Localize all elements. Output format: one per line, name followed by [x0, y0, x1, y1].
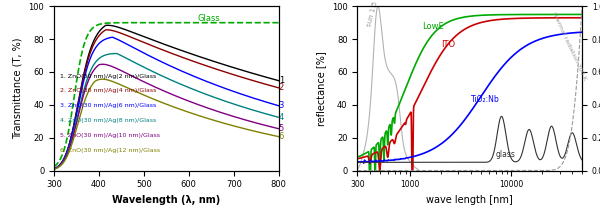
Text: 1: 1: [278, 76, 284, 85]
Text: 2. ZnO(30 nm)/Ag(4 nm)/Glass: 2. ZnO(30 nm)/Ag(4 nm)/Glass: [60, 88, 156, 93]
Text: LowE: LowE: [422, 22, 443, 31]
Text: ITO: ITO: [440, 40, 455, 49]
Y-axis label: Transmittance (T, %): Transmittance (T, %): [13, 38, 23, 139]
X-axis label: wave length [nm]: wave length [nm]: [426, 195, 513, 205]
Text: 6. ZnO(30 nm)/Ag(12 nm)/Glass: 6. ZnO(30 nm)/Ag(12 nm)/Glass: [60, 147, 160, 152]
Text: 1. ZnO(30 nm)/Ag(2 nm)/Glass: 1. ZnO(30 nm)/Ag(2 nm)/Glass: [60, 74, 156, 79]
Text: 6: 6: [278, 132, 284, 141]
Y-axis label: reflectance [%]: reflectance [%]: [0, 56, 9, 121]
Text: 3: 3: [278, 101, 284, 110]
Text: glass: glass: [496, 150, 515, 159]
Y-axis label: reflectance [%]: reflectance [%]: [316, 51, 326, 126]
X-axis label: Wavelength (λ, nm): Wavelength (λ, nm): [112, 195, 220, 205]
Text: 5: 5: [278, 124, 284, 133]
Text: TiO₂:Nb: TiO₂:Nb: [471, 95, 500, 104]
Text: sun 1.5: sun 1.5: [367, 0, 379, 27]
Text: 5. ZnO(30 nm)/Ag(10 nm)/Glass: 5. ZnO(30 nm)/Ag(10 nm)/Glass: [60, 133, 160, 138]
Text: 3. ZnO(30 nm)/Ag(6 nm)/Glass: 3. ZnO(30 nm)/Ag(6 nm)/Glass: [60, 103, 156, 108]
Text: 4: 4: [278, 113, 284, 122]
Text: thermal radiation 300 K: thermal radiation 300 K: [551, 11, 587, 81]
Text: 4. ZnO(30 nm)/Ag(8 nm)/Glass: 4. ZnO(30 nm)/Ag(8 nm)/Glass: [60, 118, 156, 123]
Text: Glass: Glass: [198, 14, 221, 23]
Text: 2: 2: [278, 83, 284, 92]
